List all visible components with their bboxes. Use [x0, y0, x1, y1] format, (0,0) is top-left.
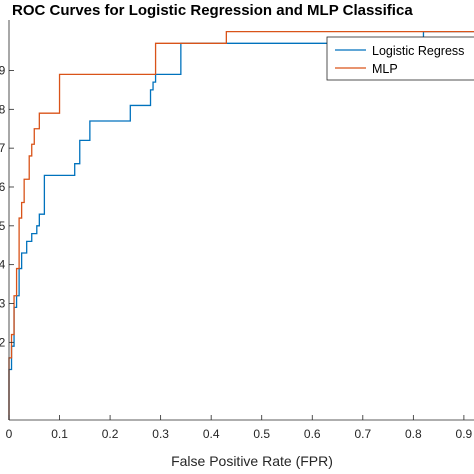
series-line-logistic-regression	[8, 31, 474, 420]
chart-title: ROC Curves for Logistic Regression and M…	[12, 2, 413, 19]
plot-area	[9, 20, 474, 420]
y-tick-label: 9	[0, 63, 6, 77]
legend-box	[326, 36, 474, 81]
x-tick-label: 0.7	[354, 427, 371, 441]
y-tick-label: 4	[0, 258, 6, 272]
x-tick-label: 0.9	[456, 427, 473, 441]
y-tick-label: 7	[0, 141, 6, 155]
x-tick-label: 0.5	[253, 427, 270, 441]
y-tick-label: 6	[0, 180, 6, 194]
legend: Logistic Regress MLP	[326, 36, 474, 81]
x-tick-label: 0.1	[51, 427, 68, 441]
x-tick-label: 0	[6, 427, 13, 441]
series-line-mlp	[8, 31, 474, 420]
legend-label-mlp: MLP	[372, 62, 398, 76]
x-axis-label: False Positive Rate (FPR)	[171, 453, 333, 469]
legend-label-logistic-regression: Logistic Regress	[372, 44, 464, 58]
x-tick-label: 0.8	[405, 427, 422, 441]
x-tick-label: 0.4	[203, 427, 220, 441]
x-tick-label: 0.3	[152, 427, 169, 441]
x-tick-label: 0.2	[102, 427, 119, 441]
x-tick-label: 0.6	[304, 427, 321, 441]
y-tick-label: 5	[0, 219, 6, 233]
y-tick-label: 8	[0, 102, 6, 116]
y-tick-label: 2	[0, 335, 6, 349]
y-tick-label: 3	[0, 296, 6, 310]
